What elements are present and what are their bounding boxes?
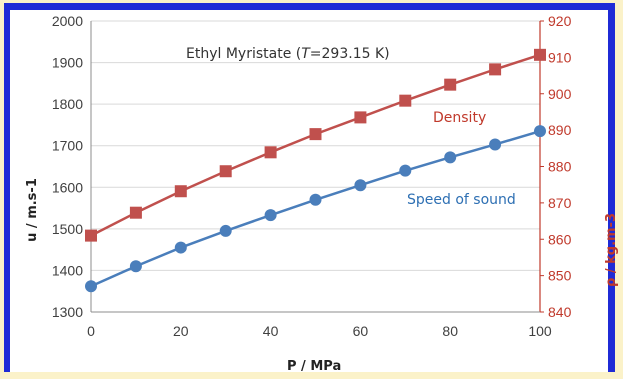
x-tick-label: 20 xyxy=(173,323,189,339)
x-tick-label: 40 xyxy=(263,323,279,339)
speed-of-sound-annotation: Speed of sound xyxy=(407,192,516,208)
y-right-tick-labels: 840 850 860 870 880 890 900 910 920 xyxy=(540,13,572,320)
y-right-tick-label: 850 xyxy=(548,268,572,284)
density-point xyxy=(174,185,187,198)
y-right-tick-label: 840 xyxy=(548,304,572,320)
y-left-tick-label: 1400 xyxy=(52,262,83,278)
y-right-axis-title: ρ / kg.m-3 xyxy=(604,213,619,287)
speed-of-sound-point xyxy=(444,151,457,164)
x-tick-labels: 0 20 40 60 80 100 xyxy=(87,323,552,339)
y-left-tick-label: 1900 xyxy=(52,55,83,71)
speed-of-sound-point xyxy=(219,224,232,237)
x-tick-label: 80 xyxy=(442,323,458,339)
density-point xyxy=(399,94,412,107)
figure-frame: 0 20 40 60 80 100 1300 1400 1500 1600 1700 1800 190… xyxy=(4,3,619,374)
speed-of-sound-point xyxy=(264,209,277,222)
y-right-tick-label: 880 xyxy=(548,159,572,175)
x-tick-label: 60 xyxy=(353,323,369,339)
density-point xyxy=(309,128,322,141)
y-left-axis-title: u / m.s-1 xyxy=(25,178,40,242)
speed-of-sound-point xyxy=(534,125,546,138)
y-right-tick-label: 910 xyxy=(548,49,572,65)
x-tick-label: 0 xyxy=(87,323,95,339)
y-right-tick-label: 920 xyxy=(548,13,572,29)
density-point xyxy=(219,165,232,178)
speed-of-sound-point xyxy=(489,138,502,151)
y-right-tick-label: 870 xyxy=(548,195,572,211)
gridlines xyxy=(91,20,540,271)
y-left-tick-label: 1500 xyxy=(52,221,83,237)
speed-of-sound-point xyxy=(399,164,412,177)
speed-of-sound-point xyxy=(85,280,97,293)
density-point xyxy=(85,229,97,242)
y-left-tick-label: 2000 xyxy=(52,13,83,29)
speed-of-sound-line xyxy=(90,129,541,288)
y-right-tick-label: 890 xyxy=(548,122,572,138)
speed-of-sound-point xyxy=(309,193,322,206)
density-point xyxy=(354,111,367,124)
density-point xyxy=(129,206,142,219)
x-tick-label: 100 xyxy=(528,323,552,339)
density-point xyxy=(489,63,502,76)
line-chart: 0 20 40 60 80 100 1300 1400 1500 1600 1700 1800 190… xyxy=(25,13,619,374)
speed-of-sound-point xyxy=(174,241,187,254)
y-left-tick-labels: 1300 1400 1500 1600 1700 1800 1900 2000 xyxy=(52,13,83,320)
density-point xyxy=(534,48,546,61)
series-layer xyxy=(85,48,546,293)
plot-axes xyxy=(90,21,541,313)
speed-of-sound-point xyxy=(354,179,367,192)
y-right-tick-label: 860 xyxy=(548,231,572,247)
speed-of-sound-point xyxy=(129,260,142,273)
density-point xyxy=(264,146,277,159)
x-axis-title: P / MPa xyxy=(287,359,341,374)
y-left-tick-label: 1300 xyxy=(52,304,83,320)
y-right-tick-label: 900 xyxy=(548,86,572,102)
y-left-tick-label: 1600 xyxy=(52,179,83,195)
chart-title: Ethyl Myristate (T=293.15 K) xyxy=(186,46,390,62)
y-left-tick-label: 1800 xyxy=(52,96,83,112)
density-point xyxy=(444,78,457,91)
y-left-tick-label: 1700 xyxy=(52,138,83,154)
density-annotation: Density xyxy=(433,110,486,126)
